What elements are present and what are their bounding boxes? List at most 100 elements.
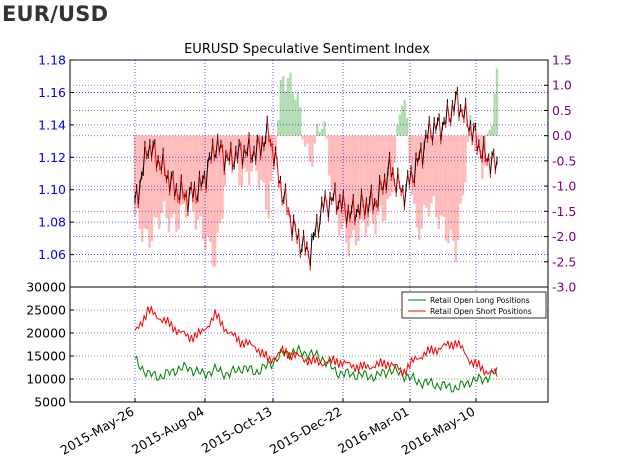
price-segment xyxy=(331,197,334,202)
ssi-bar xyxy=(262,135,265,183)
ssi-bar xyxy=(289,72,292,136)
right-tick-label: 1.5 xyxy=(552,53,572,68)
ssi-bar xyxy=(459,135,462,204)
ssi-bar xyxy=(337,135,341,236)
x-tick-label: 2016-May-10 xyxy=(399,404,478,458)
ssi-bar xyxy=(250,135,253,172)
price-segment xyxy=(392,171,396,183)
price-segment xyxy=(275,150,278,162)
ssi-bar xyxy=(427,135,431,217)
price-segment xyxy=(347,208,351,219)
price-segment xyxy=(382,177,386,191)
ssi-bar xyxy=(192,135,195,212)
ssi-bar xyxy=(333,135,336,191)
ssi-bar xyxy=(279,79,282,136)
price-segment xyxy=(324,194,328,204)
ssi-bar xyxy=(299,107,302,136)
price-segment xyxy=(276,161,280,184)
price-segment xyxy=(157,158,161,167)
ssi-bar xyxy=(141,135,144,242)
ssi-bar xyxy=(238,135,241,186)
price-segment xyxy=(336,205,339,211)
top-grid xyxy=(70,59,548,288)
price-segment xyxy=(317,220,321,235)
price-segment xyxy=(453,95,457,112)
ssi-bar xyxy=(398,114,402,136)
price-segment xyxy=(299,248,303,255)
price-segment xyxy=(144,144,148,156)
ssi-bar xyxy=(376,135,380,216)
price-segment xyxy=(194,185,197,200)
ssi-bar xyxy=(439,135,443,216)
ssi-bar xyxy=(206,135,210,237)
ssi-bar xyxy=(384,135,387,221)
price-segment xyxy=(494,160,498,171)
price-segment xyxy=(294,227,298,241)
ssi-bar xyxy=(449,135,453,230)
ssi-bar xyxy=(364,135,368,238)
ssi-bar xyxy=(209,135,212,243)
price-segment xyxy=(260,140,263,157)
price-segment xyxy=(212,142,215,158)
price-segment xyxy=(466,122,470,132)
price-segment xyxy=(284,187,288,212)
ssi-bar xyxy=(296,91,299,136)
ssi-bar xyxy=(473,135,477,152)
ssi-bar xyxy=(228,135,231,162)
ssi-bar xyxy=(204,135,207,250)
ssi-bar xyxy=(393,135,397,164)
price-segment xyxy=(169,175,172,192)
price-segment xyxy=(465,101,468,123)
ssi-bar xyxy=(294,99,297,136)
ssi-bar xyxy=(286,77,290,136)
price-segment xyxy=(225,153,228,158)
price-segment xyxy=(215,137,219,155)
ssi-bar xyxy=(435,135,438,217)
left-tick-label: 1.10 xyxy=(38,182,66,197)
right-tick-label: 1.0 xyxy=(552,78,572,93)
ssi-bar xyxy=(456,135,460,241)
price-segment xyxy=(281,199,285,202)
price-segment xyxy=(316,217,319,235)
price-segment xyxy=(417,155,420,163)
price-segment xyxy=(217,137,220,152)
ssi-bar xyxy=(264,135,268,210)
price-segment xyxy=(137,183,141,205)
price-segment xyxy=(207,156,210,164)
ssi-bar xyxy=(247,135,251,186)
price-segment xyxy=(450,103,453,123)
price-segment xyxy=(408,169,412,185)
ssi-bar xyxy=(454,135,457,262)
price-segment xyxy=(245,151,248,154)
price-segment xyxy=(288,211,291,219)
price-segment xyxy=(342,193,346,208)
price-segment xyxy=(410,169,414,180)
price-segment xyxy=(293,218,296,228)
price-segment xyxy=(198,174,202,187)
ssi-bar xyxy=(350,135,353,238)
ssi-bar xyxy=(277,120,280,136)
price-segment xyxy=(349,209,353,219)
price-segment xyxy=(341,193,344,210)
price-segment xyxy=(265,119,268,140)
ssi-bar xyxy=(211,135,214,267)
left-tick-label: 1.14 xyxy=(38,117,66,132)
price-segment xyxy=(427,120,430,140)
ssi-bar xyxy=(179,135,183,206)
ssi-bar xyxy=(466,135,470,143)
ssi-bar xyxy=(199,135,202,217)
ssi-bar xyxy=(359,135,363,219)
right-tick-label: -2.5 xyxy=(552,254,576,269)
ssi-bar xyxy=(230,135,234,174)
ssi-bar xyxy=(345,135,348,243)
ssi-bar xyxy=(235,135,239,162)
ssi-bar xyxy=(335,135,338,215)
ssi-bar xyxy=(143,135,146,229)
ssi-bar xyxy=(189,135,193,194)
right-tick-label: -3.0 xyxy=(552,280,576,295)
price-segment xyxy=(164,172,167,180)
ssi-bar xyxy=(245,135,248,172)
price-segment xyxy=(187,191,191,213)
price-segment xyxy=(370,188,374,211)
price-segment xyxy=(440,126,443,141)
